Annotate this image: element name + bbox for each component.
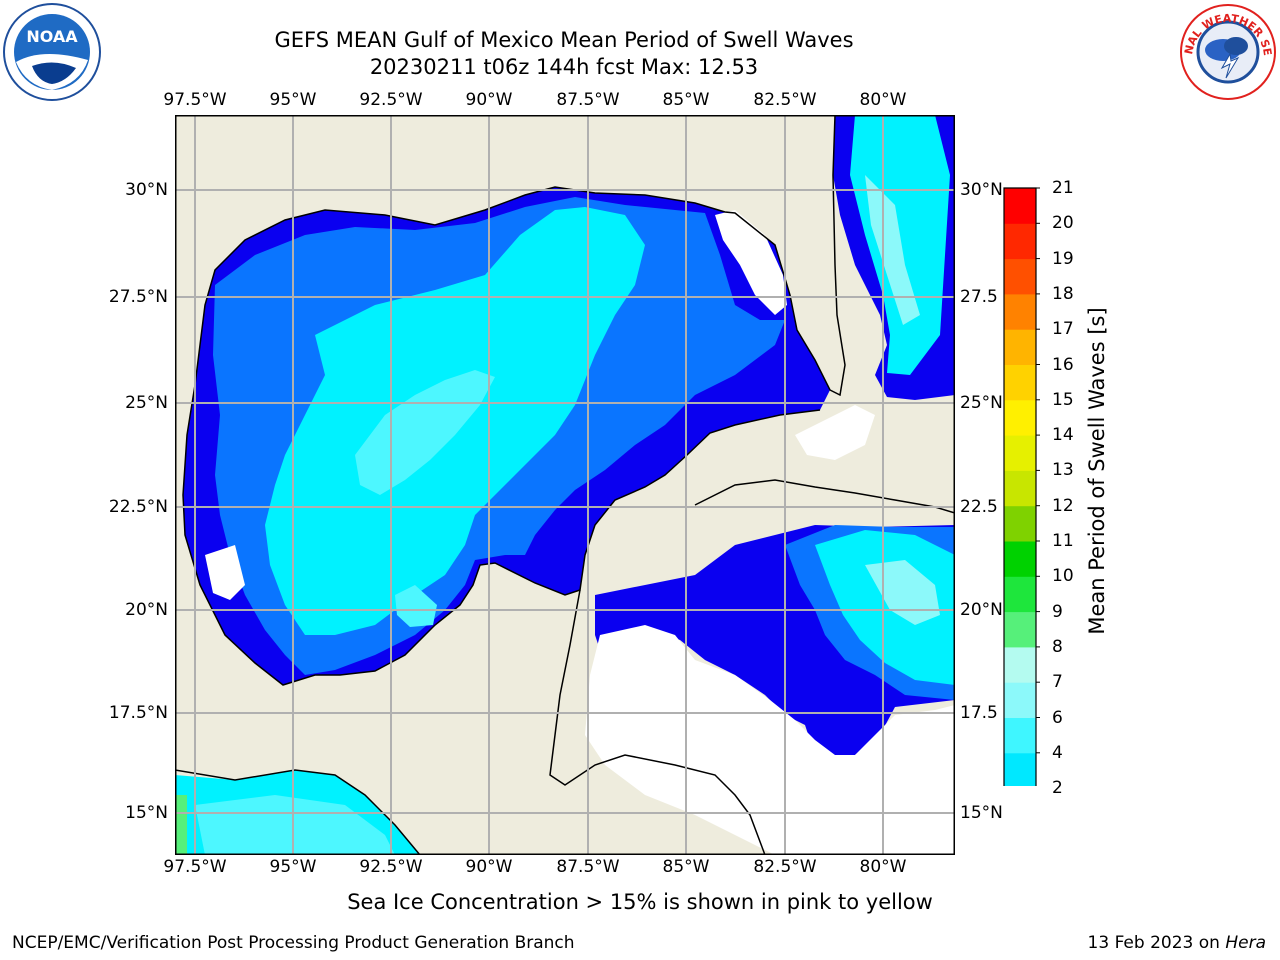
colorbar-tick-label: 18 (1052, 283, 1074, 304)
lon-label-bottom: 85°W (662, 857, 710, 877)
colorbar-segment (1004, 364, 1036, 401)
footer-date: 13 Feb 2023 on Hera (1088, 932, 1266, 954)
colorbar-tick-label: 12 (1052, 495, 1074, 516)
colorbar-segment (1004, 752, 1036, 786)
lon-label-top: 85°W (662, 90, 710, 110)
lon-label-top: 90°W (465, 90, 513, 110)
lat-label-left: 27.5°N (108, 287, 168, 307)
lon-label-bottom: 80°W (859, 857, 907, 877)
colorbar-tick-label: 15 (1052, 389, 1074, 410)
lon-label-bottom: 97.5°W (163, 857, 227, 877)
lat-label-left: 20°N (125, 600, 168, 620)
colorbar-segment (1004, 470, 1036, 507)
colorbar-tick-label: 16 (1052, 354, 1074, 375)
lon-label-top: 80°W (859, 90, 907, 110)
colorbar-tick-label: 2 (1052, 778, 1063, 799)
nws-logo: NATIONAL WEATHER SERVICE (1178, 2, 1276, 100)
chart-title-line2: 20230211 t06z 144h fcst Max: 12.53 (369, 55, 759, 79)
lon-label-bottom: 90°W (465, 857, 513, 877)
ocean-pacific-light (195, 795, 395, 855)
colorbar-tick-label: 20 (1052, 213, 1074, 234)
lon-label-bottom: 95°W (269, 857, 317, 877)
ocean-caribbean-6-7 (815, 530, 955, 685)
lon-label-top: 97.5°W (163, 90, 227, 110)
colorbar-segment (1004, 611, 1036, 648)
colorbar-segment (1004, 505, 1036, 542)
lat-label-right: 20°N (960, 600, 1003, 620)
noaa-logo-text: NOAA (26, 27, 78, 46)
colorbar-segment (1004, 258, 1036, 295)
colorbar-label: Mean Period of Swell Waves [s] (1085, 307, 1109, 635)
sea-ice-note: Sea Ice Concentration > 15% is shown in … (347, 890, 933, 914)
colorbar-tick-label: 6 (1052, 707, 1063, 728)
colorbar-segment (1004, 435, 1036, 471)
colorbar-segment (1004, 329, 1036, 365)
no-data-areas (205, 210, 955, 855)
footer-credit: NCEP/EMC/Verification Post Processing Pr… (12, 933, 575, 953)
colorbar-tick-label: 13 (1052, 460, 1074, 481)
colorbar-tick-label: 9 (1052, 601, 1063, 622)
lon-label-top: 87.5°W (556, 90, 620, 110)
colorbar-segment (1004, 399, 1036, 436)
lat-label-left: 30°N (125, 180, 168, 200)
lat-label-left: 17.5°N (108, 703, 168, 723)
ocean-pacific-green (175, 795, 187, 855)
colorbar-segment (1004, 223, 1036, 260)
lon-label-bottom: 87.5°W (556, 857, 620, 877)
gridlines (175, 115, 955, 855)
lon-label-top: 82.5°W (753, 90, 817, 110)
map-frame (175, 115, 955, 855)
colorbar-segment (1004, 188, 1036, 224)
colorbar-frame (1003, 187, 1037, 786)
colorbar-tick-label: 7 (1052, 672, 1063, 693)
colorbar-tick-label: 4 (1052, 742, 1063, 763)
colorbar-tick-label: 10 (1052, 566, 1074, 587)
colorbar (1003, 187, 1040, 786)
lat-label-right: 22.5 (960, 497, 998, 517)
colorbar-tick-label: 17 (1052, 319, 1074, 340)
lat-label-left: 22.5°N (108, 497, 168, 517)
colorbar-segment (1004, 541, 1036, 577)
colorbar-tick-label: 8 (1052, 636, 1063, 657)
chart-title-line1: GEFS MEAN Gulf of Mexico Mean Period of … (274, 28, 854, 52)
footer-machine: Hera (1225, 933, 1266, 953)
lat-label-right: 30°N (960, 180, 1003, 200)
noaa-logo: NOAA (3, 3, 101, 101)
lat-label-left: 15°N (125, 803, 168, 823)
colorbar-segment (1004, 646, 1036, 683)
footer-date-text: 13 Feb 2023 on (1087, 933, 1226, 953)
colorbar-tick-label: 21 (1052, 178, 1074, 198)
ocean-atlantic-light (865, 175, 920, 325)
colorbar-tick-label: 14 (1052, 425, 1074, 446)
colorbar-tick-label: 19 (1052, 248, 1074, 269)
colorbar-segment (1004, 682, 1036, 718)
lat-label-left: 25°N (125, 393, 168, 413)
colorbar-segment (1004, 717, 1036, 754)
lat-label-right: 17.5 (960, 703, 998, 723)
lat-label-right: 27.5 (960, 287, 998, 307)
lon-label-top: 95°W (269, 90, 317, 110)
lon-label-bottom: 82.5°W (753, 857, 817, 877)
lon-label-top: 92.5°W (359, 90, 423, 110)
lat-label-right: 15°N (960, 803, 1003, 823)
lat-label-right: 25°N (960, 393, 1003, 413)
colorbar-segment (1004, 293, 1036, 330)
lon-label-bottom: 92.5°W (359, 857, 423, 877)
ocean-gulf-7-8-b (395, 585, 437, 627)
colorbar-segment (1004, 576, 1036, 613)
coastlines (175, 115, 955, 855)
colorbar-tick-label: 11 (1052, 531, 1074, 551)
map-plot (175, 115, 955, 855)
